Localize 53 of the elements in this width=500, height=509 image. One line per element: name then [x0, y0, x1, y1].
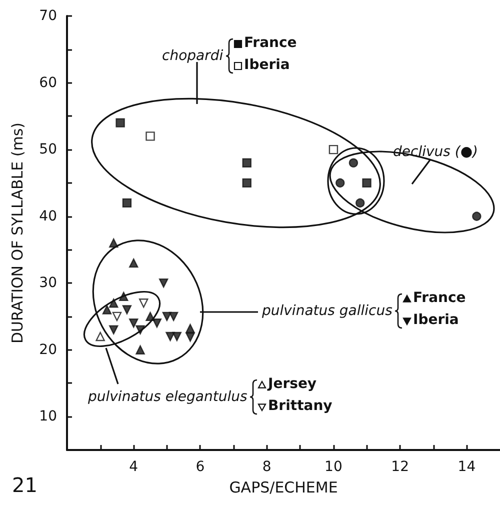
point: [336, 178, 345, 188]
legend-label: Jersey: [268, 376, 317, 392]
legend-label: France: [244, 35, 297, 51]
annotation: pulvinatus elegantulus: [88, 389, 248, 405]
point: [356, 198, 365, 208]
point: [109, 325, 118, 334]
y-tick-label: 70: [39, 8, 57, 24]
y-tick-label: 60: [39, 74, 57, 91]
point: [162, 312, 172, 322]
y-tick-label: 30: [39, 275, 57, 292]
y-tick-label: 20: [39, 342, 57, 358]
y-tick-label: 40: [39, 208, 57, 224]
x-tick-label: 8: [262, 459, 272, 475]
legend-label: Iberia: [413, 312, 459, 328]
x-axis-title: GAPS/ECHEME: [229, 478, 338, 496]
point: [112, 312, 122, 322]
x-tick-label: 14: [458, 459, 476, 475]
x-tick-label: 6: [196, 459, 205, 475]
y-axis-title: DURATION OF SYLLABLE (ms): [8, 122, 26, 344]
point: [122, 198, 132, 208]
text: 21: [12, 473, 38, 497]
point: [348, 158, 358, 168]
legend-label: Iberia: [244, 57, 290, 73]
y-tick-label: 50: [39, 142, 57, 158]
point: [186, 332, 195, 342]
annotation: chopardi: [162, 48, 224, 64]
point: [242, 158, 252, 168]
legend-label: France: [413, 290, 466, 306]
point: [129, 318, 138, 328]
point: [172, 332, 182, 342]
point: [146, 132, 155, 141]
y-tick-label: 10: [39, 408, 57, 425]
annotation: pulvinatus gallicus: [262, 303, 392, 319]
point: [136, 345, 145, 354]
point: [152, 318, 162, 328]
point: [362, 178, 372, 188]
point: [242, 178, 252, 188]
point: [96, 332, 105, 342]
point: [122, 305, 132, 314]
legend-label: Brittany: [268, 398, 332, 414]
point: [328, 144, 338, 154]
point: [158, 278, 168, 288]
x-tick-label: 4: [129, 459, 138, 475]
point: [102, 305, 112, 314]
point: [129, 258, 138, 268]
point: [116, 118, 125, 128]
point: [472, 212, 482, 221]
point: [139, 298, 148, 308]
point: [186, 324, 195, 334]
x-tick-label: 12: [391, 459, 409, 475]
point: [166, 332, 175, 342]
x-tick-label: 10: [324, 459, 342, 475]
point: [168, 312, 178, 322]
